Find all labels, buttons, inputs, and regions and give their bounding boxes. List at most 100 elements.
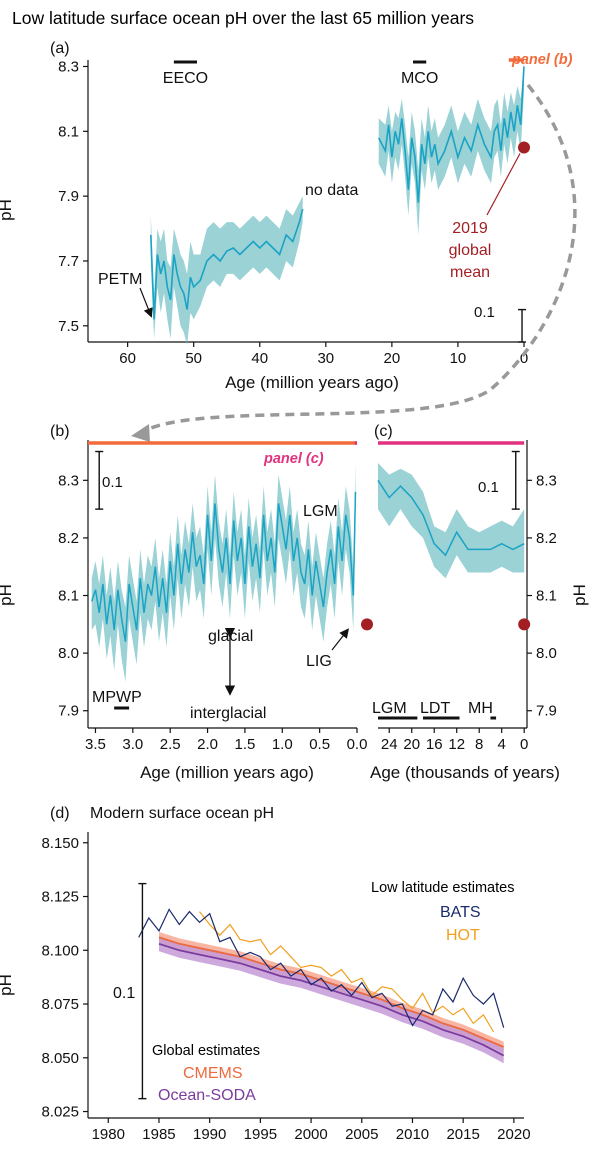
- legend-global-title: Global estimates: [152, 1043, 260, 1059]
- panel-c-x-tick-label: 0: [520, 736, 528, 753]
- panel-c-y-tick-label: 8.2: [536, 530, 557, 547]
- panel-b-lgm-label: LGM: [303, 503, 338, 520]
- panel-b: (b) 3.5 3.0 2.5 2.0 1.5 1.0 0.5 0.0 7.9 8.0 8.1 8.2…: [0, 423, 373, 782]
- panel-b-ticks: 3.5 3.0 2.5 2.0 1.5 1.0 0.5 0.0 7.9 8.0 8.1 8.2 8.3: [58, 440, 367, 753]
- panel-b-x-tick-label: 1.5: [234, 736, 255, 753]
- panel-b-modern-dot: [361, 618, 373, 631]
- panel-d-y-tick-label: 8.075: [41, 996, 79, 1013]
- panel-c-x-tick-label: 8: [475, 736, 483, 753]
- eeco-label: EECO: [163, 70, 208, 87]
- panel-b-x-tick-label: 0.5: [309, 736, 330, 753]
- legend-bats: BATS: [440, 904, 481, 921]
- panel-a-uncertainty-band-1: [378, 60, 524, 235]
- panel-a-scale-label: 0.1: [474, 304, 495, 321]
- modern-arrow: [486, 153, 521, 216]
- connector-arrow-head: [131, 424, 150, 442]
- panel-d-y-tick-label: 8.125: [41, 889, 79, 906]
- panel-d-y-tick-label: 8.100: [41, 942, 79, 959]
- panel-b-label: (b): [50, 423, 70, 440]
- panel-d-x-tick-label: 2000: [294, 1126, 327, 1143]
- figure-title: Low latitude surface ocean pH over the l…: [12, 8, 474, 28]
- panel-b-x-tick-label: 3.5: [85, 736, 106, 753]
- panel-b-y-tick-label: 8.0: [58, 645, 79, 662]
- panel-b-y-tick-label: 7.9: [58, 703, 79, 720]
- panel-b-scale-label: 0.1: [102, 474, 123, 491]
- panel-d-label: (d): [50, 805, 70, 822]
- panel-d-x-tick-label: 2010: [396, 1126, 429, 1143]
- panel-c-label: (c): [374, 423, 393, 440]
- panel-d-y-tick-label: 8.050: [41, 1050, 79, 1067]
- panel-d: (d) Modern surface ocean pH 1980 1985 1990…: [0, 805, 531, 1143]
- panel-c-ylabel: pH: [570, 584, 589, 606]
- panel-d-x-tick-label: 1995: [244, 1126, 277, 1143]
- panel-a-x-tick-label: 20: [384, 350, 401, 367]
- panel-a-x-tick-label: 40: [251, 350, 268, 367]
- panel-d-scale-label: 0.1: [113, 985, 135, 1002]
- panel-c-x-tick-label: 4: [498, 736, 506, 753]
- panel-a-ph-line-1: [377, 66, 525, 203]
- panel-c-uncertainty-band: [378, 463, 525, 579]
- panel-c-y-tick-label: 8.0: [536, 645, 557, 662]
- panel-b-x-tick-label: 1.0: [272, 736, 293, 753]
- series-line-cmems: [158, 936, 505, 1048]
- panel-a-y-tick-label: 7.9: [58, 188, 79, 205]
- panel-c-xlabel: Age (thousands of years): [370, 763, 560, 782]
- panel-c-marker-label: panel (c): [263, 451, 324, 467]
- panel-b-y-tick-label: 8.3: [58, 472, 79, 489]
- panel-c-x-tick-label: 16: [426, 736, 443, 753]
- panel-a-ticks: 60 50 40 30 20 10 0 7.5 7.7 7.9 8.1 8.3: [58, 58, 528, 367]
- panel-c-y-tick-label: 7.9: [536, 703, 557, 720]
- mpwp-label: MPWP: [92, 689, 142, 706]
- panel-a-x-tick-label: 60: [119, 350, 136, 367]
- panel-c-ticks: 24 20 16 12 8 4 0 7.9 8.0 8.1 8.2 8.3: [378, 440, 557, 753]
- panel-c-scale-label: 0.1: [478, 479, 499, 496]
- series-line-bats: [138, 908, 505, 1028]
- panel-c-ph-line: [377, 479, 525, 557]
- panel-a-y-tick-label: 7.5: [58, 318, 79, 335]
- panel-c-lgm-label: LGM: [372, 700, 407, 717]
- modern-label-line-1: 2019: [452, 220, 488, 237]
- panel-b-x-tick-label: 3.0: [122, 736, 143, 753]
- legend-ocean-soda: Ocean-SODA: [158, 1087, 256, 1104]
- interglacial-label: interglacial: [190, 705, 266, 722]
- mco-label: MCO: [401, 70, 438, 87]
- series-band-ocean-soda: [159, 936, 504, 1064]
- panel-a-xlabel: Age (million years ago): [225, 373, 399, 392]
- panel-a-y-tick-label: 7.7: [58, 253, 79, 270]
- lig-label: LIG: [306, 653, 332, 670]
- panel-b-ylabel: pH: [0, 584, 15, 606]
- mh-label: MH: [468, 700, 493, 717]
- series-line-hot: [199, 911, 495, 1033]
- panel-a-modern-dot: [518, 141, 530, 154]
- panel-d-x-tick-label: 1980: [92, 1126, 125, 1143]
- petm-label: PETM: [98, 271, 142, 288]
- panel-c-x-tick-label: 20: [403, 736, 420, 753]
- panel-b-y-tick-label: 8.2: [58, 530, 79, 547]
- panel-b-ph-line: [90, 491, 357, 642]
- panel-a: (a) 60 50 40 30 20 10 0 7.5 7.7 7.9 8.1 8.3 pH Age …: [0, 40, 573, 392]
- legend-hot: HOT: [446, 927, 480, 944]
- panel-b-x-tick-label: 0.0: [347, 736, 368, 753]
- panel-a-ph-line-0: [150, 208, 304, 320]
- panel-c-y-tick-label: 8.1: [536, 588, 557, 605]
- panel-a-y-tick-label: 8.3: [58, 58, 79, 75]
- series-line-ocean-soda: [158, 942, 505, 1057]
- panel-b-xlabel: Age (million years ago): [140, 763, 314, 782]
- panel-a-x-tick-label: 10: [450, 350, 467, 367]
- glacial-label: glacial: [208, 628, 253, 645]
- no-data-label: no data: [305, 182, 358, 199]
- panel-d-x-tick-label: 2015: [446, 1126, 479, 1143]
- panel-c-plot: [377, 441, 531, 720]
- panel-a-plot: [139, 58, 530, 346]
- panel-a-label: (a): [50, 40, 70, 57]
- panel-b-marker-label: panel (b): [511, 52, 573, 68]
- panel-d-plot: [138, 882, 505, 1100]
- panel-c: (c) 24 20 16 12 8 4 0 7.9 8.0 8.1 8.2 8.3 pH Age (t…: [370, 423, 589, 782]
- panel-d-ticks: 1980 1985 1990 1995 2000 2005 2010 2015 2020 8.02…: [41, 832, 531, 1143]
- panel-a-ylabel: pH: [0, 199, 15, 221]
- panel-c-y-tick-label: 8.3: [536, 472, 557, 489]
- panel-d-x-tick-label: 1985: [142, 1126, 175, 1143]
- modern-label-line-3: mean: [450, 264, 490, 281]
- panel-d-x-tick-label: 1990: [193, 1126, 226, 1143]
